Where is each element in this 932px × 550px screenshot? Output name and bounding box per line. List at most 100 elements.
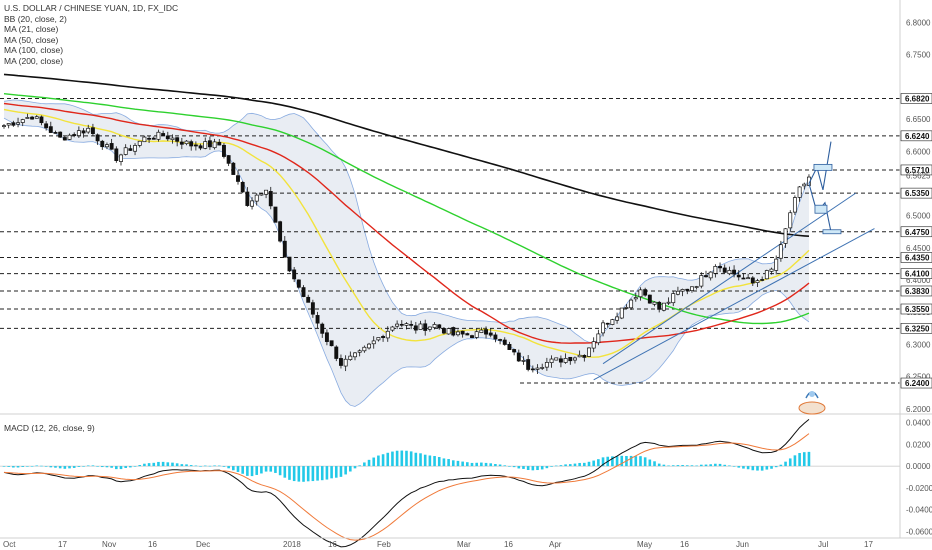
macd-hist-bar xyxy=(480,462,483,467)
macd-hist-bar xyxy=(44,466,48,467)
candle-body xyxy=(760,279,765,281)
candle-body xyxy=(245,191,250,206)
candle-body xyxy=(727,270,732,275)
macd-signal-line xyxy=(3,433,810,541)
candle-body xyxy=(2,125,6,127)
macd-hist-bar xyxy=(49,466,53,468)
macd-hist-bar xyxy=(2,466,6,467)
candle-body xyxy=(615,316,620,321)
candle-body xyxy=(582,355,587,358)
candle-body xyxy=(460,330,465,335)
candle-body xyxy=(147,137,152,140)
candle-body xyxy=(231,162,236,175)
macd-hist-bar xyxy=(147,463,151,467)
macd-hist-bar xyxy=(807,451,811,467)
macd-hist-bar xyxy=(765,466,769,470)
level-tag-10: 6.2400 xyxy=(905,379,930,388)
candle-body xyxy=(39,116,44,124)
macd-hist-bar xyxy=(175,463,179,467)
candle-body xyxy=(53,132,58,134)
macd-hist-bar xyxy=(189,465,193,467)
level-tag-box-10 xyxy=(900,377,932,389)
candle-body xyxy=(488,332,493,336)
candle-body xyxy=(44,123,49,129)
macd-hist-bar xyxy=(578,462,581,467)
macd-legend[interactable]: MACD (12, 26, close, 9) xyxy=(4,423,95,433)
candle-body xyxy=(694,286,699,288)
candle-body xyxy=(34,116,39,119)
candle-body xyxy=(568,356,573,362)
legend-ma200[interactable]: MA (200, close) xyxy=(4,55,64,66)
macd-hist-bar xyxy=(447,459,450,467)
level-tag-2: 6.5710 xyxy=(905,166,930,175)
macd-hist-bar xyxy=(77,466,81,467)
candle-body xyxy=(95,134,100,142)
macd-hist-bar xyxy=(320,466,324,481)
chart-title: U.S. DOLLAR / CHINESE YUAN, 1D, FX_IDC xyxy=(4,3,179,13)
candle-body xyxy=(451,327,456,336)
macd-hist-bar xyxy=(227,466,230,469)
candle-body xyxy=(750,277,755,284)
candle-body xyxy=(161,133,166,136)
macd-hist-bar xyxy=(573,463,577,467)
macd-hist-bar xyxy=(7,466,10,467)
macd-hist-bar xyxy=(255,466,259,475)
level-tag-6: 6.4100 xyxy=(905,270,930,279)
macd-hist-bar xyxy=(100,466,104,468)
candle-body xyxy=(30,116,35,120)
macd-hist-bar xyxy=(461,461,464,467)
macd-hist-bar xyxy=(232,466,235,471)
macd-hist-bar xyxy=(671,465,675,467)
macd-hist-bar xyxy=(685,465,689,467)
candle-body xyxy=(437,324,442,329)
candle-body xyxy=(25,117,30,119)
macd-hist-bar xyxy=(297,466,301,482)
candle-body xyxy=(353,352,357,358)
macd-hist-bar xyxy=(718,463,722,467)
candle-body xyxy=(516,352,521,362)
candle-body xyxy=(67,134,72,140)
candle-body xyxy=(554,357,559,361)
candle-body xyxy=(48,126,53,133)
candle-body xyxy=(334,346,339,359)
macd-hist-bar xyxy=(760,466,764,471)
candle-body xyxy=(193,144,198,147)
macd-y-tick-4: -0.0400 xyxy=(906,506,932,515)
candle-body xyxy=(399,323,404,326)
macd-hist-bar xyxy=(185,464,188,467)
macd-hist-bar xyxy=(657,463,661,467)
candle-body xyxy=(657,301,662,310)
candle-body xyxy=(498,339,503,341)
candle-body xyxy=(479,329,484,333)
macd-hist-bar xyxy=(629,455,633,467)
macd-hist-bar xyxy=(203,465,207,467)
macd-hist-bar xyxy=(330,466,333,479)
legend-bb[interactable]: BB (20, close, 2) xyxy=(4,13,67,24)
macd-hist-bar xyxy=(381,454,385,467)
candle-body xyxy=(610,319,615,325)
x-tick-7: Feb xyxy=(377,540,391,549)
candle-body xyxy=(690,286,694,291)
candle-body xyxy=(81,130,86,134)
candle-body xyxy=(362,346,367,352)
candle-body xyxy=(792,197,797,213)
ma200-line xyxy=(3,73,810,237)
y-tick-0: 6.8000 xyxy=(906,19,931,28)
macd-hist-bar xyxy=(742,466,745,469)
candle-body xyxy=(11,122,16,126)
legend-ma50[interactable]: MA (50, close) xyxy=(4,34,59,45)
candle-body xyxy=(577,354,582,358)
macd-hist-bar xyxy=(400,450,404,467)
macd-hist-bar xyxy=(737,466,741,468)
macd-hist-bar xyxy=(372,457,376,467)
legend-ma100[interactable]: MA (100, close) xyxy=(4,45,64,55)
x-tick-8: Mar xyxy=(457,540,471,549)
candle-body xyxy=(778,244,783,259)
level-tag-9: 6.3250 xyxy=(905,324,930,333)
legend-ma21[interactable]: MA (21, close) xyxy=(4,24,59,34)
candle-body xyxy=(259,193,264,196)
macd-hist-bar xyxy=(531,466,535,471)
macd-line xyxy=(3,419,810,548)
candle-body xyxy=(376,337,381,341)
y-tick-6: 6.4000 xyxy=(906,276,931,285)
